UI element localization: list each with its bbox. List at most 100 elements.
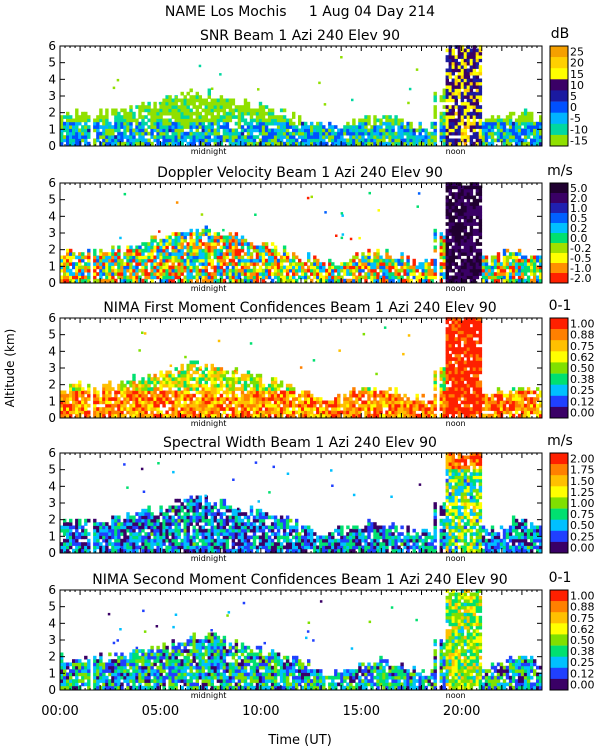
- heatmap-cell: [376, 118, 380, 123]
- heatmap-cell: [192, 131, 196, 136]
- heatmap-cell: [234, 128, 239, 133]
- heatmap-cell: [508, 252, 513, 256]
- heatmap-cell: [249, 380, 254, 385]
- heatmap-cell: [147, 138, 151, 143]
- colorbar-swatch: [550, 79, 568, 91]
- heatmap-cell: [105, 138, 109, 143]
- heatmap-cell: [171, 275, 175, 280]
- heatmap-cell: [445, 320, 449, 325]
- heatmap-cell: [123, 262, 127, 266]
- heatmap-cell: [144, 265, 148, 270]
- heatmap-cell: [385, 115, 389, 119]
- heatmap-cell: [264, 138, 269, 143]
- heatmap-cell: [310, 407, 314, 411]
- heatmap-cell: [114, 268, 118, 273]
- heatmap-cell: [457, 65, 462, 69]
- heatmap-cell: [252, 268, 257, 273]
- heatmap-cell: [210, 410, 214, 415]
- heatmap-cell: [243, 397, 248, 401]
- heatmap-cell: [385, 410, 389, 415]
- heatmap-cell: [355, 131, 359, 136]
- heatmap-cell: [475, 135, 480, 139]
- heatmap-cell: [463, 262, 468, 266]
- heatmap-cell: [192, 252, 196, 256]
- heatmap-cell: [138, 245, 142, 250]
- heatmap-cell: [150, 242, 154, 246]
- heatmap-cell: [292, 131, 296, 136]
- heatmap-cell: [213, 370, 217, 375]
- heatmap-cell: [475, 95, 480, 99]
- heatmap-cell: [213, 410, 217, 415]
- heatmap-cell: [352, 413, 356, 418]
- heatmap-cell: [466, 115, 471, 119]
- heatmap-cell: [355, 407, 359, 411]
- heatmap-cell: [463, 212, 468, 216]
- heatmap-cell: [530, 121, 534, 126]
- heatmap-cell: [210, 238, 214, 243]
- heatmap-cell: [385, 278, 389, 283]
- heatmap-cell: [472, 65, 477, 69]
- heatmap-cell: [201, 272, 205, 276]
- heatmap-cell: [285, 131, 290, 136]
- heatmap-cell: [234, 131, 239, 136]
- heatmap-cell: [174, 141, 178, 146]
- heatmap-cell: [472, 232, 477, 236]
- heatmap-cell: [292, 275, 296, 280]
- heatmap-cell: [355, 413, 359, 418]
- heatmap-cell: [267, 108, 272, 113]
- heatmap-cell: [270, 262, 275, 266]
- heatmap-cell: [292, 407, 296, 411]
- heatmap-cell: [126, 115, 130, 119]
- heatmap-cell: [168, 108, 172, 113]
- heatmap-cell: [216, 400, 221, 405]
- heatmap-cell: [478, 55, 483, 59]
- heatmap-cell: [195, 265, 199, 270]
- heatmap-cell: [213, 135, 217, 139]
- heatmap-cell: [514, 121, 519, 126]
- heatmap-cell: [310, 272, 314, 276]
- heatmap-cell: [514, 135, 519, 139]
- heatmap-cell: [463, 85, 468, 89]
- heatmap-cell: [448, 51, 452, 56]
- heatmap-cell: [144, 272, 148, 276]
- heatmap-cell: [307, 410, 311, 415]
- heatmap-cell: [87, 252, 91, 256]
- heatmap-cell: [87, 413, 91, 418]
- heatmap-cell: [225, 403, 230, 408]
- heatmap-cell: [539, 115, 543, 119]
- heatmap-cell: [493, 118, 498, 123]
- heatmap-cell: [328, 121, 332, 126]
- heatmap-cell: [141, 118, 145, 123]
- heatmap-cell: [478, 95, 483, 99]
- heatmap-cell: [84, 111, 88, 116]
- heatmap-cell: [237, 111, 242, 116]
- heatmap-cell: [270, 255, 275, 260]
- heatmap-cell: [298, 141, 302, 146]
- heatmap-cell: [153, 248, 157, 253]
- heatmap-cell: [276, 397, 281, 401]
- heatmap-cell: [198, 377, 202, 381]
- heatmap-cell: [264, 125, 269, 129]
- heatmap-cell: [222, 370, 227, 375]
- heatmap-cell: [484, 141, 489, 146]
- heatmap-cell: [343, 413, 347, 418]
- heatmap-cell: [530, 138, 534, 143]
- heatmap-cell: [168, 135, 172, 139]
- heatmap-cell: [276, 138, 281, 143]
- heatmap-cell: [69, 397, 73, 401]
- heatmap-cell: [216, 141, 221, 146]
- heatmap-cell: [237, 105, 242, 109]
- heatmap-cell: [502, 262, 507, 266]
- heatmap-cell: [213, 390, 217, 395]
- heatmap-cell: [304, 413, 308, 418]
- heatmap-cell: [324, 211, 327, 214]
- heatmap-cell: [123, 407, 127, 411]
- colorbar-label: 15: [570, 68, 584, 81]
- heatmap-cell: [508, 141, 513, 146]
- heatmap-cell: [442, 272, 446, 276]
- heatmap-cell: [451, 317, 455, 321]
- heatmap-cell: [180, 413, 184, 418]
- heatmap-cell: [72, 410, 76, 415]
- heatmap-cell: [526, 258, 531, 263]
- heatmap-cell: [400, 400, 404, 405]
